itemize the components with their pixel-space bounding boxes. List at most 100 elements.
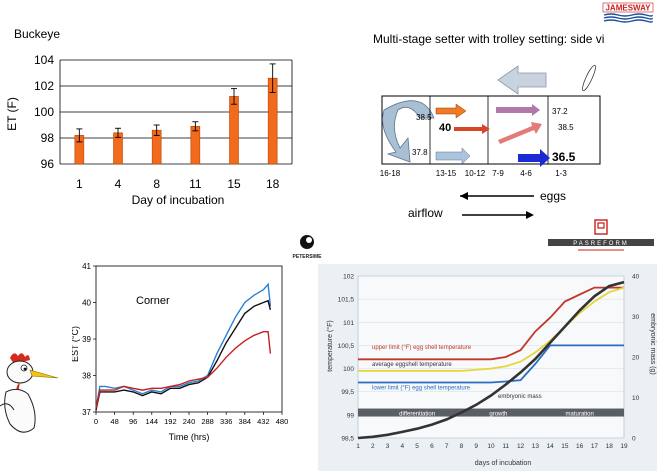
rooster-icon (0, 353, 59, 433)
pas-xtick-label: 14 (546, 443, 554, 450)
flow-arrow-3 (435, 147, 471, 165)
legend-eggs-label: eggs (540, 189, 566, 203)
corner-xtick-label: 288 (201, 417, 214, 426)
pas-ytick-label: 98,5 (341, 436, 354, 443)
airflow-top-arrow (497, 65, 547, 95)
bar-xtick-label: 15 (227, 177, 241, 191)
corner-xtick-label: 144 (146, 417, 159, 426)
bar (190, 126, 201, 165)
corner-series-line (95, 330, 272, 409)
pas-series-label: average eggshell temperature (372, 362, 452, 368)
bar-grid (59, 59, 293, 165)
setter-temp-value: 37.8 (412, 148, 428, 157)
pas-xtick-label: 10 (487, 443, 495, 450)
corner-ytick-label: 40 (82, 299, 91, 308)
flow-arrow-4 (496, 104, 540, 116)
pasreform-chart: temperature (°F) embryonic mass (g) days… (318, 264, 657, 471)
setter-day-label: 16-18 (380, 169, 401, 178)
corner-line-chart: Corner EST (°C) Time (hrs) 0 48 96 144 192 24… (72, 262, 288, 442)
pas-series-labels: upper limit (°F) egg shell temperature av… (372, 345, 542, 400)
pas-ytick-label: 101,5 (338, 297, 355, 304)
flow-arrow-5 (498, 122, 542, 144)
corner-chart-xlabel: Time (hrs) (169, 432, 210, 442)
corner-ytick-label: 41 (82, 262, 91, 271)
setter-values: 38.5 37.8 40 37.2 38.5 36.5 (412, 107, 576, 164)
pas-lines (357, 280, 625, 440)
setter-day-label: 1-3 (555, 169, 567, 178)
bar-ytick-label: 100 (34, 105, 54, 119)
pas-xtick-label: 15 (561, 443, 569, 450)
corner-ytick-label: 38 (82, 372, 91, 381)
pas-xtick-label: 11 (502, 443, 509, 450)
pas-phase-bar: differentiation growth maturation (358, 408, 624, 418)
pas-chart-ylabel: temperature (°F) (326, 320, 334, 371)
corner-series-line (95, 299, 272, 411)
pas-phase-band (358, 408, 624, 417)
fan-icon (582, 64, 596, 92)
flow-arrow-1 (435, 103, 467, 119)
corner-chart-ylabel: EST (°C) (72, 326, 80, 362)
bar (229, 96, 239, 165)
flow-arrow-6 (518, 149, 550, 167)
pas-xtick-label: 16 (576, 443, 584, 450)
flow-arrow-2 (454, 124, 490, 134)
pas-ytick-label: 101 (343, 320, 354, 327)
legend-airflow-arrowhead (526, 211, 534, 219)
pas-series-line (358, 344, 624, 384)
corner-xtick-label: 336 (220, 417, 233, 426)
pasreform-logo-text: PASREFORM (573, 241, 629, 247)
setter-temp-value: 40 (439, 122, 451, 134)
bar-chart-title: Buckeye (14, 27, 60, 41)
pas-ytick-label: 99 (347, 412, 355, 419)
pas-series-line (358, 286, 625, 372)
setter-temp-value: 37.2 (552, 107, 568, 116)
pas-xtick-label: 17 (591, 443, 599, 450)
pas-series-line (358, 286, 624, 361)
bar-ytick-label: 96 (41, 157, 55, 171)
setter-temp-value: 38.5 (416, 113, 432, 122)
setter-title-text: Multi-stage setter with trolley setting:… (373, 32, 604, 46)
petersime-logo: PETERSIME (293, 235, 322, 260)
pas-xtick-label: 13 (532, 443, 540, 450)
pas-xtick-label: 4 (401, 443, 405, 450)
corner-lines (95, 282, 272, 411)
pas-xtick-label: 5 (415, 443, 419, 450)
air-recirculation-shape (382, 100, 435, 163)
setter-temp-value: 38.5 (558, 123, 574, 132)
pas-ticks: 1 2 3 4 5 6 7 8 9 10 11 12 13 14 15 16 17 18 1998,59999,51… (338, 274, 640, 451)
pas-phase-label: maturation (565, 412, 593, 418)
pas-phase-label: differentiation (399, 412, 435, 418)
pas-y2tick-label: 30 (632, 314, 640, 321)
pas-xtick-label: 2 (371, 443, 375, 450)
corner-xtick-label: 0 (94, 417, 98, 426)
pas-series-label: embryonic mass (498, 394, 542, 400)
bar-ytick-label: 98 (41, 131, 55, 145)
bar-xtick-label: 11 (189, 177, 202, 191)
pas-xtick-label: 7 (445, 443, 449, 450)
pas-phase-label: growth (489, 412, 507, 418)
pas-xtick-label: 6 (430, 443, 434, 450)
pas-xtick-label: 19 (620, 443, 628, 450)
corner-xtick-label: 384 (239, 417, 252, 426)
bar-ticks: 96 98 100 102 104 1 4 8 11 15 18 (34, 53, 280, 191)
bar-xtick-label: 4 (115, 177, 122, 191)
pas-xtick-label: 3 (386, 443, 390, 450)
pas-chart-y2label: embryonic mass (g) (649, 313, 656, 374)
setter-day-label: 13-15 (436, 169, 457, 178)
setter-temp-value: 36.5 (552, 150, 576, 164)
corner-ytick-label: 39 (82, 335, 91, 344)
corner-xtick-label: 240 (183, 417, 196, 426)
pas-ytick-label: 102 (343, 274, 354, 281)
setter-title: Multi-stage setter with trolley setting:… (373, 32, 604, 46)
pas-ytick-label: 99,5 (341, 389, 354, 396)
corner-xtick-label: 96 (129, 417, 137, 426)
pas-xtick-label: 9 (474, 443, 478, 450)
bar-ytick-label: 102 (34, 79, 54, 93)
pas-ytick-label: 100,5 (338, 343, 355, 350)
corner-xtick-label: 192 (164, 417, 177, 426)
pas-xtick-label: 8 (460, 443, 464, 450)
pas-xtick-label: 1 (356, 443, 360, 450)
corner-ytick-label: 37 (82, 408, 91, 417)
buckeye-bar-chart: Buckeye ET (F) Day of incubation 96 98 100… (5, 27, 293, 207)
bar-marks (74, 63, 278, 165)
